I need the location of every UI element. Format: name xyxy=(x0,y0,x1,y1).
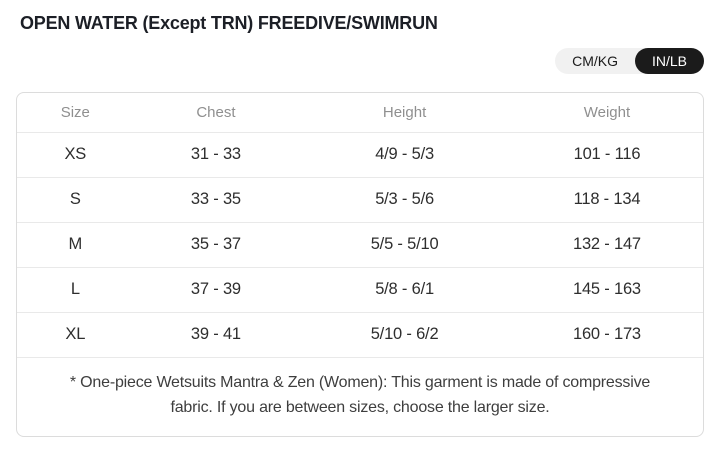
cell-chest: 33 - 35 xyxy=(133,176,299,222)
table-footnote: * One-piece Wetsuits Mantra & Zen (Women… xyxy=(17,357,703,436)
cell-chest: 31 - 33 xyxy=(133,131,299,177)
unit-toggle-cmkg-button[interactable]: CM/KG xyxy=(555,48,635,74)
table-row: XS 31 - 33 4/9 - 5/3 101 - 116 xyxy=(17,131,703,177)
unit-toggle-row: CM/KG IN/LB xyxy=(0,48,704,74)
cell-size: XL xyxy=(17,311,134,357)
column-header-height: Height xyxy=(382,103,427,121)
cell-size: XS xyxy=(17,131,134,177)
cell-weight: 101 - 116 xyxy=(510,131,703,177)
cell-chest: 37 - 39 xyxy=(133,266,299,312)
cell-size: M xyxy=(17,221,134,267)
column-header-size: Size xyxy=(60,103,90,121)
table-header-row: Size Chest Height Weight xyxy=(17,93,703,132)
table-row: M 35 - 37 5/5 - 5/10 132 - 147 xyxy=(17,221,703,267)
cell-height: 4/9 - 5/3 xyxy=(298,131,511,177)
cell-height: 5/8 - 6/1 xyxy=(298,266,511,312)
cell-weight: 145 - 163 xyxy=(510,266,703,312)
size-chart-table: Size Chest Height Weight XS 31 - 33 4/9 - … xyxy=(17,93,703,357)
cell-weight: 118 - 134 xyxy=(510,176,703,222)
table-row: S 33 - 35 5/3 - 5/6 118 - 134 xyxy=(17,176,703,222)
table-footnote-text: * One-piece Wetsuits Mantra & Zen (Women… xyxy=(69,374,651,416)
cell-chest: 39 - 41 xyxy=(133,311,299,357)
page-title: OPEN WATER (Except TRN) FREEDIVE/SWIMRUN xyxy=(20,13,438,33)
cell-height: 5/10 - 6/2 xyxy=(298,311,511,357)
column-header-weight: Weight xyxy=(583,103,631,121)
table-row: L 37 - 39 5/8 - 6/1 145 - 163 xyxy=(17,266,703,312)
unit-toggle: CM/KG IN/LB xyxy=(555,48,704,74)
cell-size: L xyxy=(17,266,134,312)
cell-size: S xyxy=(17,176,134,222)
cell-height: 5/5 - 5/10 xyxy=(298,221,511,267)
cell-weight: 160 - 173 xyxy=(510,311,703,357)
unit-toggle-inlb-button[interactable]: IN/LB xyxy=(634,48,704,74)
cell-height: 5/3 - 5/6 xyxy=(298,176,511,222)
table-row: XL 39 - 41 5/10 - 6/2 160 - 173 xyxy=(17,311,703,357)
column-header-chest: Chest xyxy=(196,103,236,121)
cell-weight: 132 - 147 xyxy=(510,221,703,267)
cell-chest: 35 - 37 xyxy=(133,221,299,267)
size-chart-card: Size Chest Height Weight XS 31 - 33 4/9 - … xyxy=(16,92,704,437)
